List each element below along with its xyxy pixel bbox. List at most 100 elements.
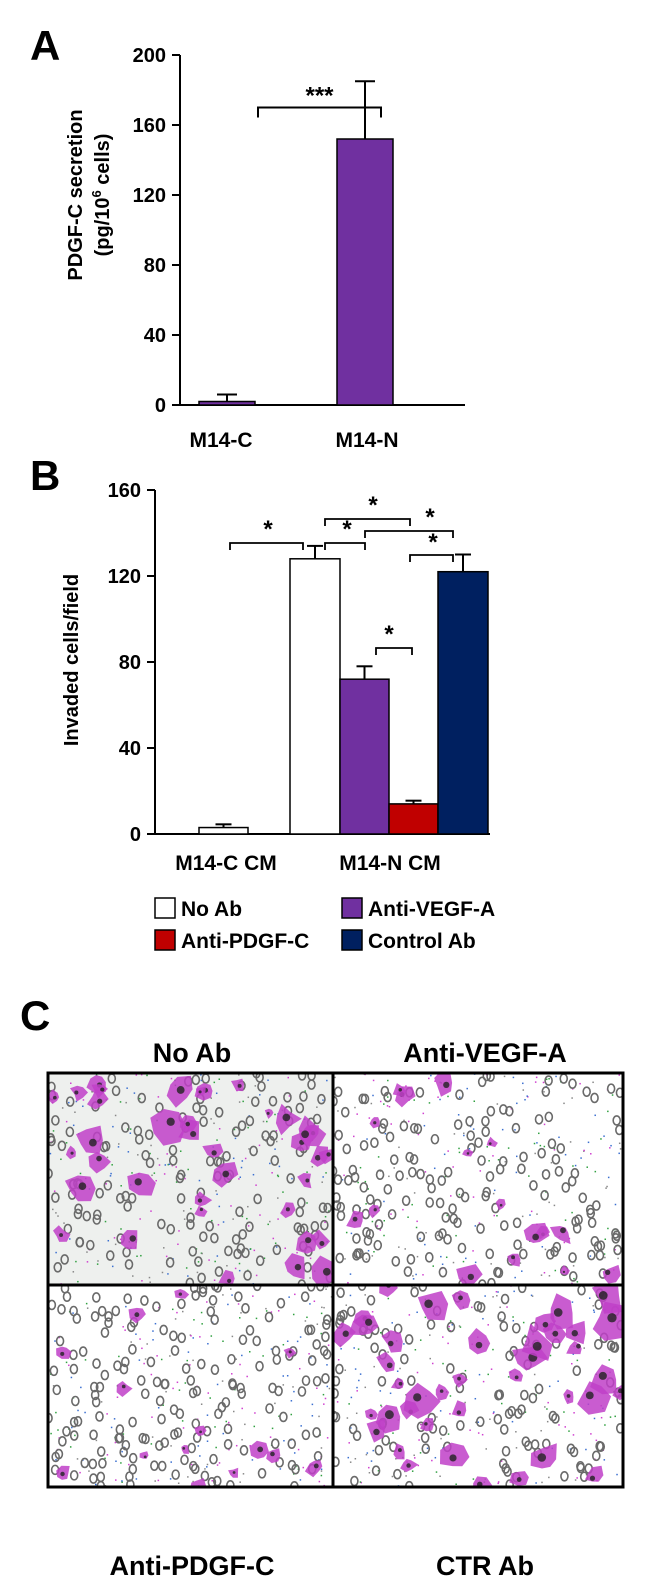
speck [187,1168,189,1171]
speck [353,1135,355,1138]
membrane-pore [186,1375,196,1386]
membrane-pore [374,1219,384,1230]
membrane-pore [312,1113,322,1125]
speck [370,1460,373,1462]
speck [472,1478,475,1480]
speck [348,1442,350,1444]
membrane-pore [449,1213,459,1225]
speck [328,1210,330,1212]
membrane-pore [435,1197,445,1209]
speck [413,1099,415,1101]
cell-nucleus [562,1270,566,1274]
speck [536,1213,538,1215]
cell-nucleus [605,1269,611,1276]
speck [618,1152,620,1155]
membrane-pore [499,1321,509,1332]
chart-b-significance-label: * [263,516,273,543]
membrane-pore [103,1180,113,1191]
speck [169,1355,171,1357]
speck [588,1297,591,1299]
speck [391,1322,393,1324]
speck [443,1153,446,1156]
cell-nucleus [305,1237,312,1244]
membrane-pore [355,1248,364,1259]
membrane-pore [409,1122,419,1134]
speck [516,1102,518,1105]
speck [156,1157,159,1160]
speck [493,1189,496,1192]
membrane-pore [474,1137,483,1148]
membrane-pore [176,1193,186,1204]
membrane-pore [213,1285,222,1293]
membrane-pore [194,1256,203,1267]
speck [238,1101,241,1103]
speck [611,1347,614,1349]
membrane-pore [546,1248,555,1260]
membrane-pore [322,1314,332,1326]
membrane-pore [425,1197,435,1208]
speck [274,1148,276,1150]
speck [76,1458,79,1460]
cell-nucleus [176,1086,185,1094]
membrane-pore [74,1203,83,1215]
speck [574,1479,577,1481]
micrograph-anti-vegf-a [333,1073,623,1285]
speck [79,1172,82,1175]
speck [304,1090,306,1092]
speck [471,1306,473,1309]
membrane-pore [365,1228,375,1240]
membrane-pore [51,1192,60,1203]
speck [548,1275,551,1277]
membrane-pore [519,1151,528,1163]
membrane-pore [352,1430,362,1441]
speck [290,1400,293,1402]
speck [117,1143,120,1145]
membrane-pore [476,1223,485,1234]
speck [55,1411,57,1414]
speck [455,1234,457,1237]
membrane-pore [181,1363,191,1374]
cell-nucleus [74,1090,79,1095]
speck [241,1438,243,1441]
speck [368,1117,371,1119]
membrane-pore [100,1327,110,1338]
speck [270,1311,273,1313]
speck [274,1402,276,1405]
stained-cell [379,1285,398,1297]
speck [309,1277,311,1279]
membrane-pore [192,1385,202,1397]
speck [288,1296,290,1298]
speck [515,1447,518,1449]
speck [282,1191,284,1193]
cell-nucleus [182,1447,186,1450]
speck [540,1274,543,1276]
speck [82,1105,84,1108]
speck [372,1449,374,1452]
membrane-pore [186,1219,195,1230]
speck [275,1130,278,1132]
membrane-pore [159,1324,168,1336]
stained-cell [70,1085,88,1102]
speck [544,1248,547,1251]
membrane-pore [448,1203,457,1215]
membrane-pore [409,1154,419,1165]
legend-swatch-control-ab [341,929,363,951]
speck [320,1332,322,1335]
speck [436,1234,439,1237]
speck [345,1304,348,1306]
membrane-pore [55,1335,65,1347]
speck [387,1079,389,1082]
membrane-pore [477,1076,487,1088]
speck [265,1307,267,1310]
speck [247,1126,249,1129]
speck [492,1155,494,1157]
speck [211,1479,214,1482]
speck [433,1167,436,1170]
membrane-pore [591,1450,601,1462]
speck [115,1460,117,1462]
speck [52,1208,54,1211]
membrane-pore [383,1184,393,1195]
speck [604,1238,607,1241]
membrane-pore [456,1420,465,1431]
membrane-pore [160,1378,170,1390]
